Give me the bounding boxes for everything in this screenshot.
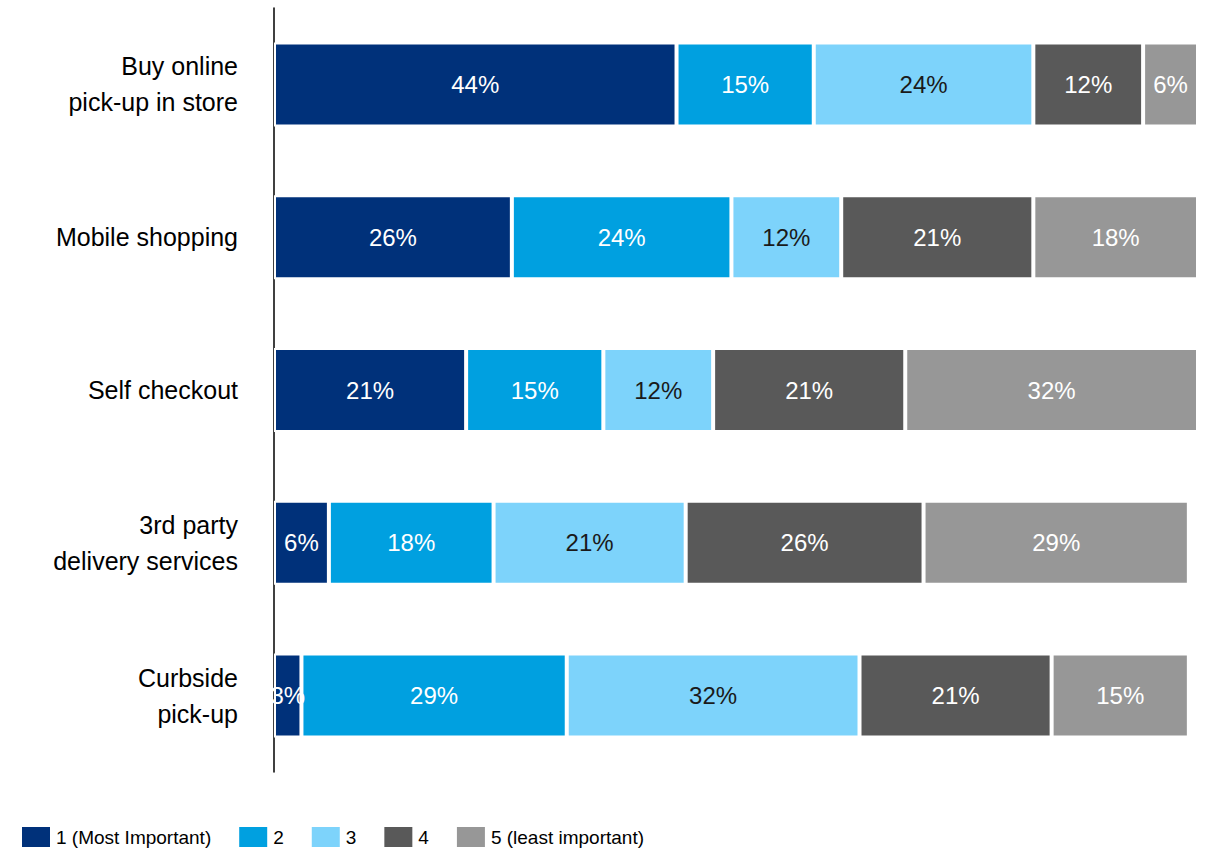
svg-text:Self checkout: Self checkout xyxy=(88,376,238,404)
svg-text:12%: 12% xyxy=(762,224,810,251)
svg-text:delivery services: delivery services xyxy=(53,547,238,575)
svg-text:26%: 26% xyxy=(781,529,829,556)
svg-text:6%: 6% xyxy=(284,529,319,556)
svg-text:3rd party: 3rd party xyxy=(139,511,238,539)
svg-text:4: 4 xyxy=(418,827,429,848)
svg-text:21%: 21% xyxy=(913,224,961,251)
svg-text:29%: 29% xyxy=(410,682,458,709)
svg-text:32%: 32% xyxy=(689,682,737,709)
svg-text:24%: 24% xyxy=(598,224,646,251)
svg-text:26%: 26% xyxy=(369,224,417,251)
svg-text:18%: 18% xyxy=(387,529,435,556)
svg-text:21%: 21% xyxy=(346,377,394,404)
svg-text:15%: 15% xyxy=(1096,682,1144,709)
svg-text:18%: 18% xyxy=(1092,224,1140,251)
svg-text:pick-up in store: pick-up in store xyxy=(68,88,238,116)
svg-text:3: 3 xyxy=(346,827,357,848)
svg-text:6%: 6% xyxy=(1153,71,1188,98)
svg-text:12%: 12% xyxy=(634,377,682,404)
svg-text:24%: 24% xyxy=(900,71,948,98)
svg-text:21%: 21% xyxy=(566,529,614,556)
svg-text:1 (Most Important): 1 (Most Important) xyxy=(56,827,211,848)
svg-text:44%: 44% xyxy=(451,71,499,98)
svg-text:Mobile shopping: Mobile shopping xyxy=(56,223,238,251)
svg-text:12%: 12% xyxy=(1064,71,1112,98)
svg-text:3%: 3% xyxy=(270,682,305,709)
svg-text:Curbside: Curbside xyxy=(138,664,238,692)
svg-text:21%: 21% xyxy=(785,377,833,404)
svg-text:29%: 29% xyxy=(1032,529,1080,556)
svg-text:15%: 15% xyxy=(721,71,769,98)
svg-text:32%: 32% xyxy=(1028,377,1076,404)
svg-text:5 (least important): 5 (least important) xyxy=(491,827,644,848)
svg-text:15%: 15% xyxy=(511,377,559,404)
svg-text:Buy online: Buy online xyxy=(121,52,238,80)
svg-text:2: 2 xyxy=(273,827,284,848)
svg-text:21%: 21% xyxy=(932,682,980,709)
svg-text:pick-up: pick-up xyxy=(157,700,238,728)
